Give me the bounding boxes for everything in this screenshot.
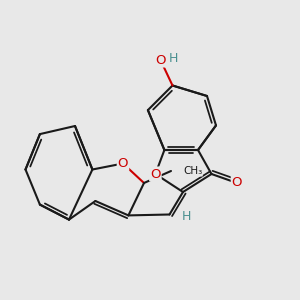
Text: O: O	[150, 167, 161, 181]
Text: O: O	[232, 176, 242, 190]
Text: CH₃: CH₃	[183, 166, 202, 176]
Text: O: O	[118, 157, 128, 170]
Text: H: H	[168, 52, 178, 65]
Text: O: O	[155, 53, 166, 67]
Text: H: H	[181, 209, 191, 223]
